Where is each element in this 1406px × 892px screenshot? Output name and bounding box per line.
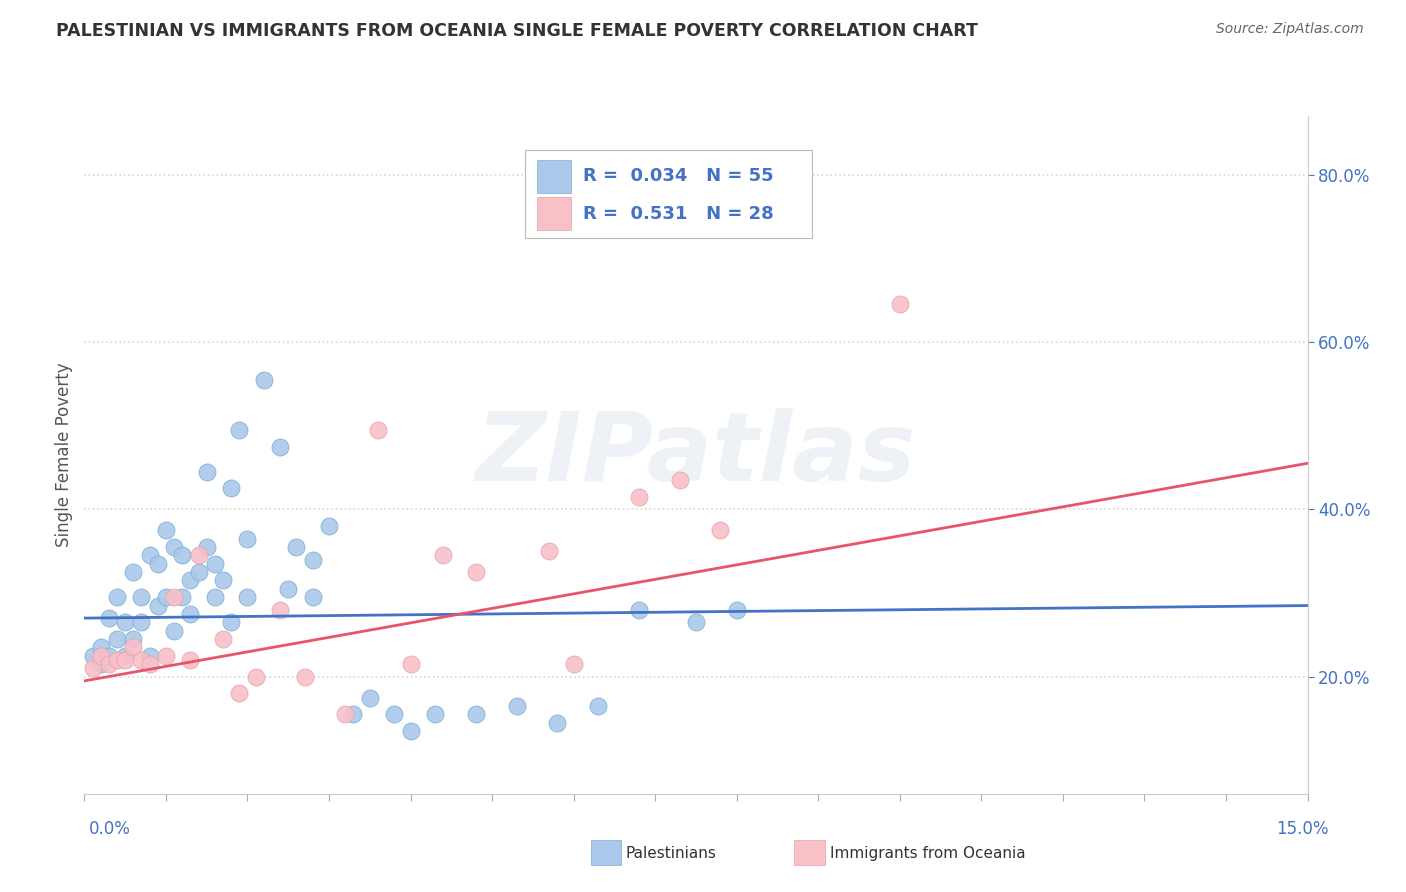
Point — [432, 549, 454, 563]
Point — [195, 465, 218, 479]
FancyBboxPatch shape — [537, 160, 571, 193]
Point — [627, 490, 650, 504]
Point — [399, 657, 422, 672]
Point — [725, 603, 748, 617]
Point — [269, 603, 291, 617]
Text: 15.0%: 15.0% — [1277, 820, 1329, 838]
Point — [187, 549, 209, 563]
Point — [82, 648, 104, 663]
Point — [464, 707, 486, 722]
Point — [399, 724, 422, 739]
Point — [586, 698, 609, 713]
Point — [301, 552, 323, 566]
Point — [114, 648, 136, 663]
Point — [114, 615, 136, 630]
Point — [97, 648, 120, 663]
Text: ZIPatlas: ZIPatlas — [475, 409, 917, 501]
Text: PALESTINIAN VS IMMIGRANTS FROM OCEANIA SINGLE FEMALE POVERTY CORRELATION CHART: PALESTINIAN VS IMMIGRANTS FROM OCEANIA S… — [56, 22, 979, 40]
Point — [889, 297, 911, 311]
Point — [155, 591, 177, 605]
Y-axis label: Single Female Poverty: Single Female Poverty — [55, 363, 73, 547]
Point — [187, 565, 209, 579]
Point — [236, 591, 259, 605]
Point — [285, 540, 308, 554]
Text: Immigrants from Oceania: Immigrants from Oceania — [830, 847, 1025, 861]
Point — [228, 423, 250, 437]
Point — [236, 532, 259, 546]
Point — [219, 482, 242, 496]
Point — [505, 698, 527, 713]
Point — [163, 591, 186, 605]
Point — [301, 591, 323, 605]
Point — [367, 423, 389, 437]
Point — [172, 591, 194, 605]
FancyBboxPatch shape — [537, 197, 571, 230]
Text: 0.0%: 0.0% — [89, 820, 131, 838]
Point — [294, 670, 316, 684]
Point — [163, 540, 186, 554]
Point — [335, 707, 357, 722]
Point — [342, 707, 364, 722]
Point — [212, 632, 235, 646]
Point — [82, 661, 104, 675]
Point — [105, 591, 128, 605]
Point — [97, 611, 120, 625]
Text: R =  0.034   N = 55: R = 0.034 N = 55 — [583, 168, 775, 186]
Point — [90, 648, 112, 663]
Point — [155, 648, 177, 663]
Point — [423, 707, 446, 722]
Point — [709, 523, 731, 537]
Point — [114, 653, 136, 667]
Point — [179, 653, 201, 667]
Point — [277, 582, 299, 596]
Point — [212, 574, 235, 588]
Point — [245, 670, 267, 684]
Point — [131, 615, 153, 630]
Point — [138, 549, 160, 563]
Point — [219, 615, 242, 630]
Point — [668, 473, 690, 487]
Point — [122, 640, 145, 655]
Point — [538, 544, 561, 558]
Point — [138, 657, 160, 672]
Point — [382, 707, 405, 722]
Point — [685, 615, 707, 630]
Point — [228, 686, 250, 700]
Point — [204, 591, 226, 605]
Point — [122, 632, 145, 646]
Point — [627, 603, 650, 617]
Point — [146, 557, 169, 571]
Point — [546, 715, 568, 730]
Point — [131, 653, 153, 667]
Point — [204, 557, 226, 571]
Point — [359, 690, 381, 705]
Point — [562, 657, 585, 672]
Point — [138, 648, 160, 663]
Text: R =  0.531   N = 28: R = 0.531 N = 28 — [583, 204, 775, 223]
Point — [131, 591, 153, 605]
Point — [105, 653, 128, 667]
Point — [179, 574, 201, 588]
Point — [163, 624, 186, 638]
Point — [179, 607, 201, 621]
Point — [146, 599, 169, 613]
Point — [253, 373, 276, 387]
Point — [105, 632, 128, 646]
Text: Palestinians: Palestinians — [626, 847, 717, 861]
Point — [97, 657, 120, 672]
Point — [122, 565, 145, 579]
Point — [318, 519, 340, 533]
Point — [464, 565, 486, 579]
Point — [195, 540, 218, 554]
Point — [172, 549, 194, 563]
Point — [155, 523, 177, 537]
Text: Source: ZipAtlas.com: Source: ZipAtlas.com — [1216, 22, 1364, 37]
Point — [90, 657, 112, 672]
Point — [90, 640, 112, 655]
Point — [269, 440, 291, 454]
FancyBboxPatch shape — [524, 150, 813, 238]
